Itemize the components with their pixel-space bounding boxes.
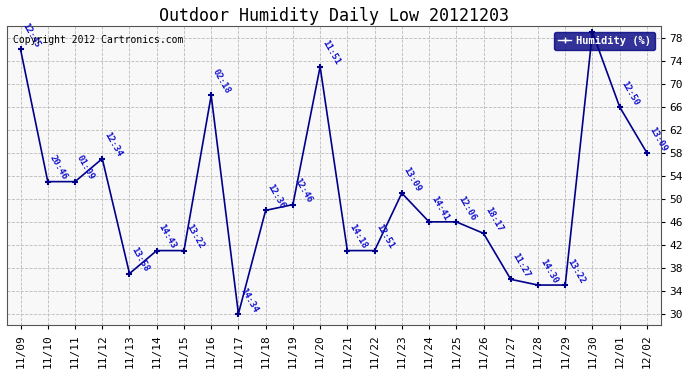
Text: 14:43: 14:43 — [157, 223, 178, 251]
Text: 11:51: 11:51 — [320, 39, 342, 67]
Text: 01:09: 01:09 — [75, 154, 97, 182]
Text: 13:22: 13:22 — [565, 257, 586, 285]
Text: 13:22: 13:22 — [184, 223, 205, 251]
Text: 14:41: 14:41 — [429, 194, 451, 222]
Text: 14:18: 14:18 — [347, 223, 368, 251]
Text: 12:36: 12:36 — [266, 183, 287, 210]
Text: 13:09: 13:09 — [402, 165, 423, 193]
Text: 20:46: 20:46 — [48, 154, 69, 182]
Text: 11:27: 11:27 — [511, 252, 532, 279]
Text: 12:34: 12:34 — [102, 131, 124, 159]
Text: 02:18: 02:18 — [211, 68, 233, 96]
Text: 14:34: 14:34 — [239, 286, 259, 314]
Text: 12:51: 12:51 — [375, 223, 396, 251]
Text: 13:09: 13:09 — [647, 125, 668, 153]
Text: 12:46: 12:46 — [293, 177, 314, 205]
Text: 14:30: 14:30 — [538, 257, 559, 285]
Text: 18:17: 18:17 — [484, 206, 505, 233]
Text: 12:50: 12:50 — [620, 79, 641, 107]
Text: 12:45: 12:45 — [21, 22, 42, 50]
Legend: Humidity (%): Humidity (%) — [554, 32, 656, 50]
Title: Outdoor Humidity Daily Low 20121203: Outdoor Humidity Daily Low 20121203 — [159, 7, 509, 25]
Text: Copyright 2012 Cartronics.com: Copyright 2012 Cartronics.com — [14, 36, 184, 45]
Text: 12:06: 12:06 — [456, 194, 477, 222]
Text: 13:58: 13:58 — [130, 246, 150, 274]
